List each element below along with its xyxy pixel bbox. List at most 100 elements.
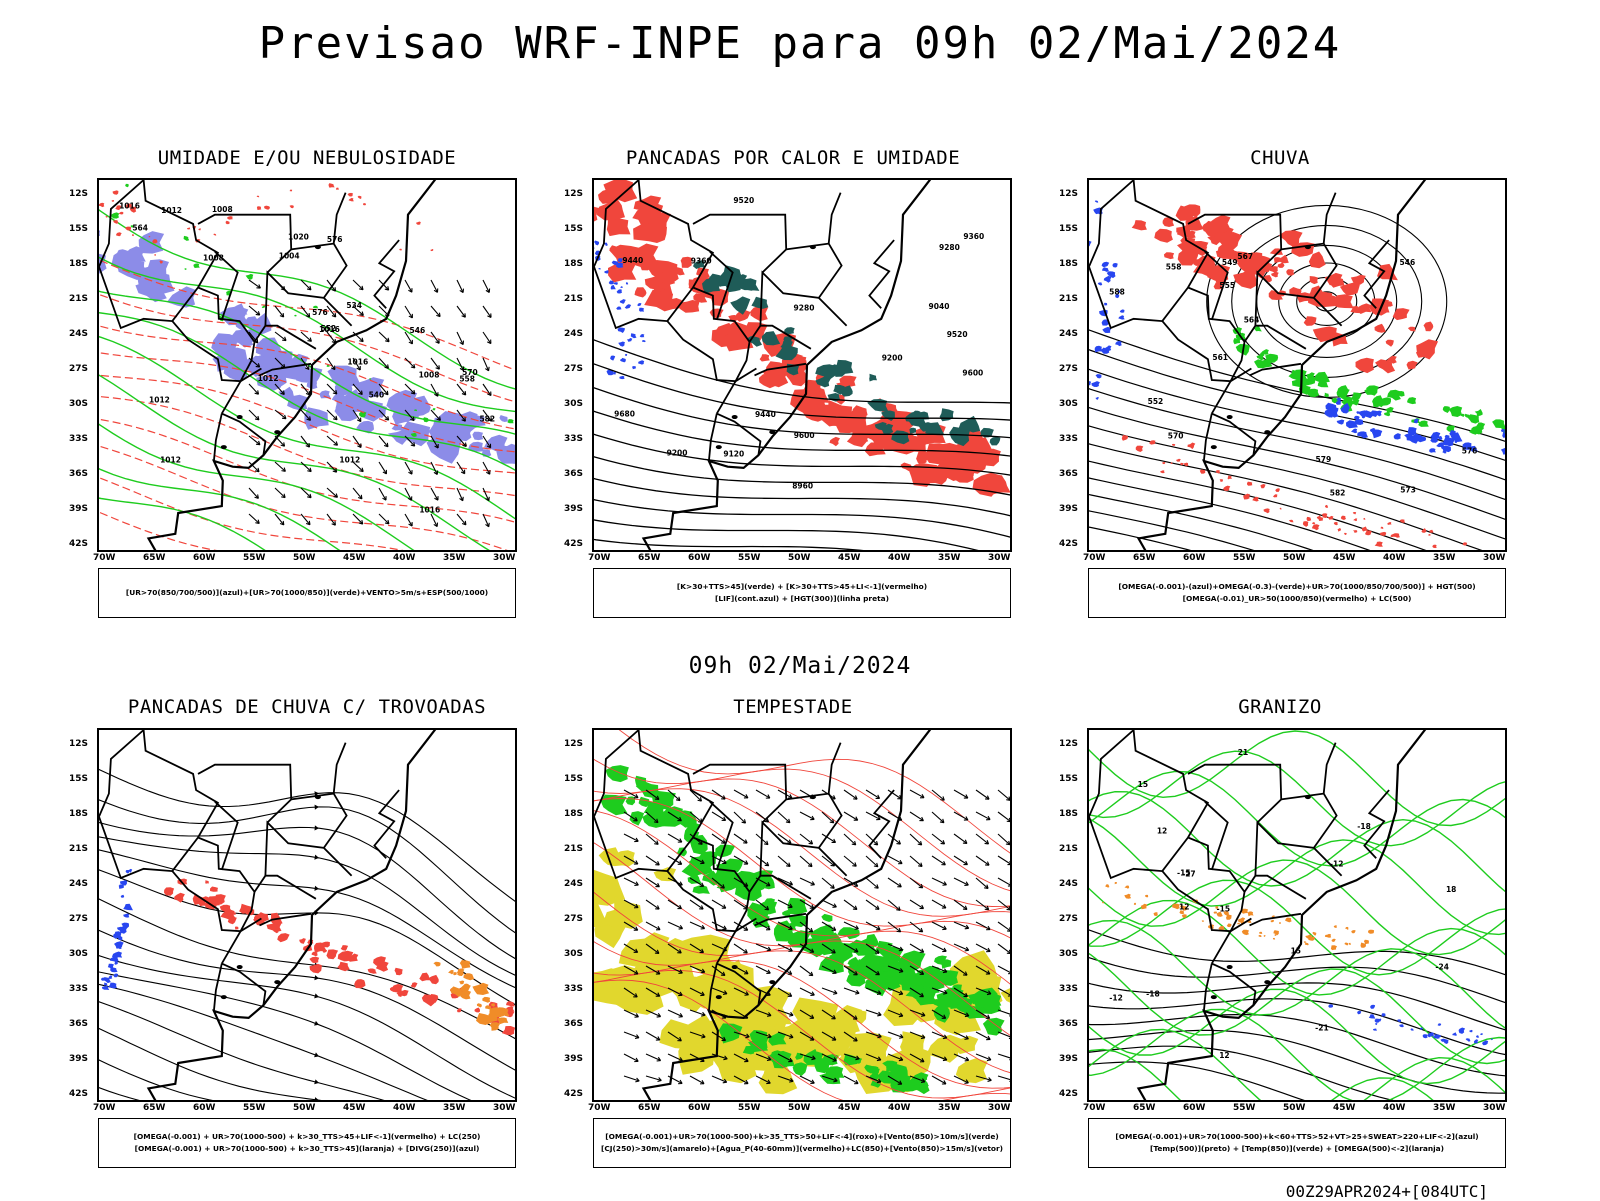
legend-line: [OMEGA(-0.001) + UR>70(1000-500) + k>30_… [135, 1143, 480, 1155]
longitude-label: 55W [243, 553, 265, 563]
legend-line: [Temp(500)](preto) + [Temp(850)](verde) … [1150, 1143, 1444, 1155]
wind-vector [249, 306, 260, 315]
wind-vector [668, 834, 682, 842]
contour-label: 561 [1212, 353, 1228, 362]
longitude-label: 65W [143, 553, 165, 563]
omega-weak-area [1394, 433, 1401, 439]
hail-area [1480, 1033, 1483, 1035]
omega-weak-area [1102, 262, 1110, 268]
humidity-area-lower [184, 236, 190, 241]
wind-vector [275, 488, 285, 498]
latitude-label: 18S [564, 259, 583, 269]
omega-500-area [1345, 943, 1349, 946]
shower-area [477, 1003, 482, 1007]
wind-vector [756, 790, 770, 798]
k-index-area [909, 428, 916, 434]
thunderstorm-area [475, 1008, 481, 1013]
humidity-area-lower [193, 263, 199, 268]
contour-label: 1020 [288, 232, 309, 241]
omega-500-area [1273, 938, 1275, 940]
red-area [113, 190, 119, 194]
streamline-arrow [314, 993, 319, 998]
wind-vector [954, 834, 967, 843]
omega-area [1164, 252, 1174, 259]
contour-label: 576 [312, 308, 328, 317]
red-area [264, 206, 270, 210]
omega-area [1312, 522, 1315, 524]
streamline [99, 1055, 515, 1100]
latitude-label: 36S [564, 469, 583, 479]
legend-chuva: [OMEGA(-0.001)-(azul)+OMEGA(-0.3)-(verde… [1088, 568, 1506, 618]
latitude-label: 12S [69, 739, 88, 749]
contour-label: 1012 [149, 396, 170, 405]
omega-area [1387, 522, 1391, 525]
latitude-label: 24S [564, 879, 583, 889]
omega-500-area [1242, 930, 1249, 935]
omega-500-area [1285, 918, 1292, 923]
wind-vector [844, 856, 856, 866]
longitude-label: 65W [1133, 553, 1155, 563]
contour-label: 1016 [119, 201, 140, 210]
lake [1305, 245, 1311, 249]
contour-label: 540 [369, 391, 385, 400]
lake [1211, 995, 1217, 999]
omega-500-area [1124, 894, 1131, 899]
longitude-label: 55W [1233, 1103, 1255, 1113]
omega-weak-area [1104, 276, 1112, 283]
contour-label: 9120 [723, 449, 744, 458]
wind-vector [932, 878, 946, 885]
wind-vector [822, 878, 834, 888]
height-300-contour [594, 498, 1010, 539]
wind-vector [976, 900, 989, 910]
humidity-area-lower [262, 305, 266, 308]
omega-humidity-area [1443, 406, 1450, 413]
longitude-label: 65W [638, 1103, 660, 1113]
red-area [329, 183, 335, 188]
latitude-label: 39S [1059, 1054, 1078, 1064]
longitude-label: 60W [688, 553, 710, 563]
latitude-label: 36S [69, 1019, 88, 1029]
thunderstorm-area [267, 922, 282, 932]
panel-title-pancadas-calor: PANCADAS POR CALOR E UMIDADE [573, 147, 1013, 169]
lake [1211, 445, 1217, 449]
hail-area [1438, 1035, 1441, 1038]
latitude-label: 21S [69, 844, 88, 854]
longitude-label: 50W [1283, 1103, 1305, 1113]
contour-label: 12 [1157, 826, 1167, 835]
hail-area [1375, 1019, 1381, 1023]
political-border [1089, 180, 1134, 267]
contour-label: 9200 [667, 449, 688, 458]
wind-vector [976, 812, 990, 820]
wind-vector [976, 856, 989, 865]
contour-label: 1012 [160, 455, 181, 464]
omega-500-area [1154, 912, 1158, 916]
temp-850-contour [1089, 1050, 1505, 1101]
humidity-area-lower [184, 268, 186, 270]
hail-area [1469, 1030, 1472, 1032]
wind-vector [800, 966, 813, 976]
latitude-label: 21S [564, 294, 583, 304]
contour-label: 1008 [203, 253, 224, 262]
hail-area [1373, 1029, 1377, 1031]
instability-area [635, 287, 647, 297]
longitude-label: 55W [243, 1103, 265, 1113]
shower-area [433, 962, 440, 967]
latitude-label: 42S [69, 1089, 88, 1099]
temp-850-contour [1089, 921, 1505, 1033]
height-500-contour [1089, 492, 1505, 550]
contour-label: 552 [1148, 397, 1164, 406]
latitude-label: 15S [1059, 224, 1078, 234]
red-area [431, 249, 434, 251]
wind-vector [353, 488, 362, 499]
latitude-label: 33S [69, 434, 88, 444]
lifted-index-contour [616, 307, 621, 310]
streamline [99, 835, 515, 977]
omega-area [1176, 459, 1181, 462]
wind-vector [405, 306, 412, 318]
wind-vector [734, 900, 747, 909]
wind-vector [379, 332, 389, 342]
forecast-date-label: 09h 02/Mai/2024 [0, 653, 1600, 679]
streamline [99, 894, 515, 1040]
wind-vector [249, 488, 258, 498]
